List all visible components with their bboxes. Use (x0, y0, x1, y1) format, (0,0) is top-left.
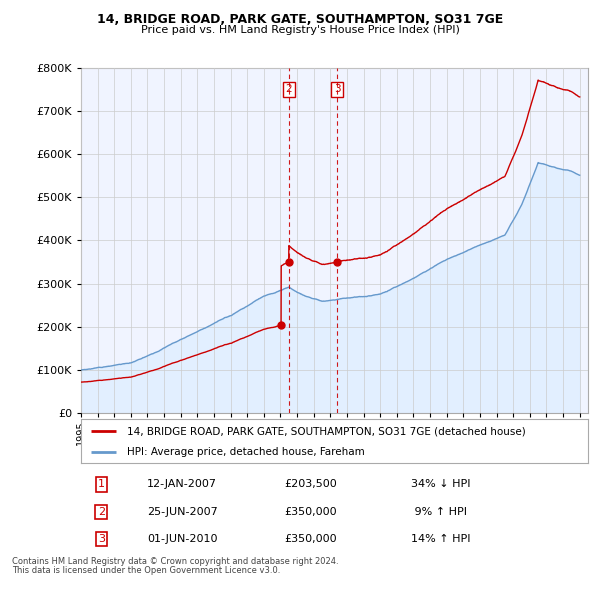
Text: £203,500: £203,500 (284, 480, 337, 489)
Text: Contains HM Land Registry data © Crown copyright and database right 2024.: Contains HM Land Registry data © Crown c… (12, 558, 338, 566)
Text: 2: 2 (98, 507, 105, 517)
Text: This data is licensed under the Open Government Licence v3.0.: This data is licensed under the Open Gov… (12, 566, 280, 575)
Text: £350,000: £350,000 (284, 507, 337, 517)
Text: HPI: Average price, detached house, Fareham: HPI: Average price, detached house, Fare… (127, 447, 364, 457)
Text: 14, BRIDGE ROAD, PARK GATE, SOUTHAMPTON, SO31 7GE: 14, BRIDGE ROAD, PARK GATE, SOUTHAMPTON,… (97, 13, 503, 26)
Text: 14% ↑ HPI: 14% ↑ HPI (410, 535, 470, 544)
Text: 9% ↑ HPI: 9% ↑ HPI (410, 507, 467, 517)
Text: 3: 3 (98, 535, 105, 544)
Text: £350,000: £350,000 (284, 535, 337, 544)
Text: 1: 1 (98, 480, 105, 489)
Text: 14, BRIDGE ROAD, PARK GATE, SOUTHAMPTON, SO31 7GE (detached house): 14, BRIDGE ROAD, PARK GATE, SOUTHAMPTON,… (127, 427, 526, 436)
Text: Price paid vs. HM Land Registry's House Price Index (HPI): Price paid vs. HM Land Registry's House … (140, 25, 460, 35)
Text: 01-JUN-2010: 01-JUN-2010 (147, 535, 217, 544)
Text: 2: 2 (286, 84, 292, 94)
Text: 3: 3 (334, 84, 341, 94)
Text: 12-JAN-2007: 12-JAN-2007 (147, 480, 217, 489)
Text: 34% ↓ HPI: 34% ↓ HPI (410, 480, 470, 489)
Text: 25-JUN-2007: 25-JUN-2007 (147, 507, 218, 517)
